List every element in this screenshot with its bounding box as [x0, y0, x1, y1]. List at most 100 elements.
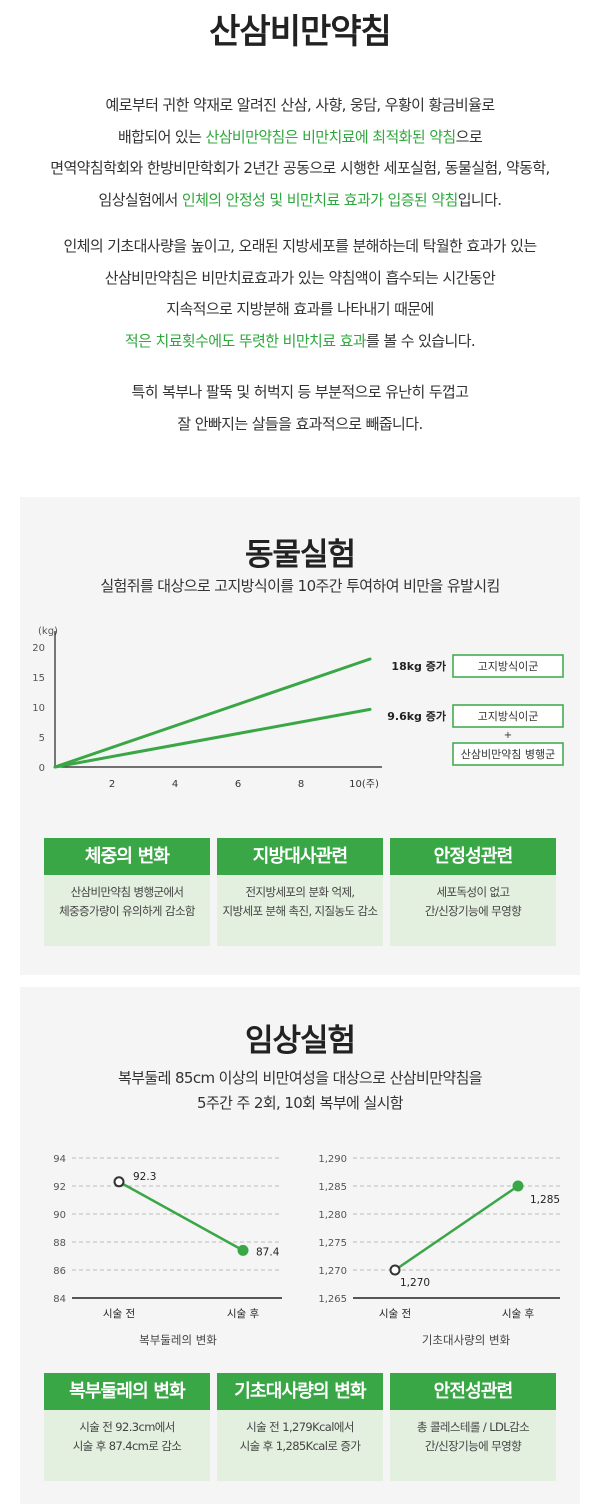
card-waist-change: 복부둘레의 변화 시술 전 92.3cm에서 시술 후 87.4cm로 감소 [44, 1373, 210, 1481]
paragraph-line: 산삼비만약침은 비만치료효과가 있는 약침액이 흡수되는 시간동안 [0, 263, 600, 295]
y-tick-label: 1,265 [318, 1294, 347, 1305]
card-title: 안정성관련 [390, 838, 556, 875]
legend-box [452, 654, 564, 678]
page-title: 산삼비만약침 [209, 12, 392, 52]
series-line [118, 1180, 244, 1252]
card-weight-change: 체중의 변화 산삼비만약침 병행군에서 체중증가량이 유의하게 감소함 [44, 838, 210, 946]
x-tick-label: 6 [235, 779, 241, 790]
data-point [237, 1244, 249, 1256]
x-tick-label: 시술 전 [379, 1308, 411, 1320]
text-line: 지방세포 분해 촉진, 지질농도 감소 [222, 904, 379, 918]
text-line: 간/신장기능에 무영향 [424, 904, 522, 918]
text-line: 5주간 주 2회, 10회 복부에 실시함 [197, 1094, 404, 1112]
y-tick-label: 1,280 [318, 1210, 347, 1221]
text-line: 간/신장기능에 무영향 [424, 1439, 522, 1453]
paragraph-line: 배합되어 있는 산삼비만약침은 비만치료에 최적화된 약침으로 [0, 122, 600, 154]
card-stability: 안정성관련 세포독성이 없고 간/신장기능에 무영향 [390, 838, 556, 946]
highlight-text: 산삼비만약침은 비만치료에 최적화된 약침 [205, 127, 457, 146]
text-line: 복부둘레 85cm 이상의 비만여성을 대상으로 산삼비만약침을 [118, 1069, 483, 1087]
text-segment: 예로부터 귀한 약재로 알려진 산삼, 사향, 웅담, 우황이 황금비율로 [105, 96, 495, 114]
x-tick-label: 8 [298, 779, 304, 790]
data-label: 1,270 [400, 1277, 430, 1289]
animal-result-cards: 체중의 변화 산삼비만약침 병행군에서 체중증가량이 유의하게 감소함 지방대사관… [44, 838, 556, 946]
y-tick-label: 0 [39, 763, 45, 774]
card-title: 체중의 변화 [44, 838, 210, 875]
y-tick-label: 5 [39, 733, 45, 744]
text-line: 시술 후 1,285Kcal로 증가 [239, 1439, 361, 1453]
x-tick-label: 시술 전 [103, 1308, 135, 1320]
text-segment: 면역약침학회와 한방비만학회가 2년간 공동으로 시행한 세포실험, 동물실험,… [50, 159, 550, 177]
y-tick-label: 10 [32, 703, 45, 714]
paragraph-line: 잘 안빠지는 살들을 효과적으로 빼줍니다. [0, 409, 600, 441]
y-axis-unit: (kg) [38, 626, 58, 637]
y-tick-label: 86 [53, 1266, 66, 1277]
x-tick-label: 시술 후 [227, 1308, 260, 1320]
data-point [512, 1180, 524, 1192]
text-segment: 특히 복부나 팔뚝 및 허벅지 등 부분적으로 유난히 두껍고 [131, 383, 470, 401]
data-point [113, 1176, 125, 1188]
card-text: 시술 전 1,279Kcal에서 시술 후 1,285Kcal로 증가 [217, 1418, 383, 1456]
y-tick-label: 92 [53, 1182, 66, 1193]
y-tick-label: 94 [53, 1154, 66, 1165]
intro-paragraph-2: 인체의 기초대사량을 높이고, 오래된 지방세포를 분해하는데 탁월한 효과가 … [0, 231, 600, 357]
chart-caption: 기초대사량의 변화 [422, 1333, 511, 1347]
clinical-experiment-title: 임상실험 [244, 1023, 356, 1059]
y-tick-label: 84 [53, 1294, 66, 1305]
text-line: 시술 전 92.3cm에서 [79, 1420, 175, 1434]
legend-box-label: 고지방식이군 [478, 660, 539, 673]
data-point [389, 1264, 401, 1276]
clinical-result-cards: 복부둘레의 변화 시술 전 92.3cm에서 시술 후 87.4cm로 감소 기초… [44, 1373, 556, 1481]
text-line: 체중증가량이 유의하게 감소함 [59, 904, 195, 918]
paragraph-line: 적은 치료횟수에도 뚜렷한 비만치료 효과를 볼 수 있습니다. [0, 326, 600, 358]
x-tick-label: 10(주) [349, 779, 379, 790]
y-tick-label: 1,270 [318, 1266, 347, 1277]
series-line [394, 1184, 519, 1272]
text-segment: 으로 [455, 127, 483, 146]
paragraph-line: 특히 복부나 팔뚝 및 허벅지 등 부분적으로 유난히 두껍고 [0, 377, 600, 409]
y-tick-label: 15 [32, 673, 45, 684]
paragraph-line: 임상실험에서 인체의 안정성 및 비만치료 효과가 입증된 약침입니다. [0, 185, 600, 217]
x-tick-label: 4 [172, 779, 178, 790]
highlight-text: 적은 치료횟수에도 뚜렷한 비만치료 효과 [124, 331, 367, 350]
paragraph-line: 예로부터 귀한 약재로 알려진 산삼, 사향, 웅담, 우황이 황금비율로 [0, 90, 600, 122]
card-text: 세포독성이 없고 간/신장기능에 무영향 [390, 883, 556, 921]
series-line-2 [53, 707, 372, 769]
y-tick-label: 1,285 [318, 1182, 347, 1193]
legend-box [452, 704, 564, 728]
legend-box-label: 고지방식이군 [478, 710, 539, 723]
text-segment: 임상실험에서 [98, 190, 182, 209]
x-tick-label: 2 [109, 779, 115, 790]
animal-experiment-section: 동물실험 실험쥐를 대상으로 고지방식이를 10주간 투여하여 비만을 유발시킴… [20, 497, 580, 975]
paragraph-line: 인체의 기초대사량을 높이고, 오래된 지방세포를 분해하는데 탁월한 효과가 … [0, 231, 600, 263]
legend-value-label: 18kg 증가 [391, 659, 446, 673]
y-tick-label: 88 [53, 1238, 66, 1249]
card-title: 지방대사관련 [217, 838, 383, 875]
highlight-text: 인체의 안정성 및 비만치료 효과가 입증된 약침 [181, 190, 458, 209]
legend-box [452, 742, 564, 766]
text-segment: 입니다. [457, 190, 502, 209]
text-line: 총 콜레스테롤 / LDL감소 [416, 1420, 530, 1434]
basal-metabolism-chart: 1,265 1,270 1,275 1,280 1,285 1,290 시술 전 시술 후 1,… [318, 1154, 560, 1347]
clinical-experiment-subtitle: 복부둘레 85cm 이상의 비만여성을 대상으로 산삼비만약침을 5주간 주 2회… [20, 1066, 580, 1116]
legend-value-label: 9.6kg 증가 [387, 709, 446, 723]
text-line: 전지방세포의 분화 억제, [245, 885, 356, 899]
data-label: 92.3 [133, 1171, 156, 1183]
legend-joiner: + [504, 730, 512, 741]
text-segment: 지속적으로 지방분해 효과를 나타내기 때문에 [166, 300, 434, 318]
chart-caption: 복부둘레의 변화 [139, 1333, 217, 1347]
paragraph-line: 지속적으로 지방분해 효과를 나타내기 때문에 [0, 294, 600, 326]
text-segment: 를 볼 수 있습니다. [366, 331, 476, 350]
text-segment: 인체의 기초대사량을 높이고, 오래된 지방세포를 분해하는데 탁월한 효과가 … [63, 237, 537, 255]
card-text: 산삼비만약침 병행군에서 체중증가량이 유의하게 감소함 [44, 883, 210, 921]
data-label: 1,285 [530, 1194, 560, 1206]
y-tick-label: 1,290 [318, 1154, 347, 1165]
x-tick-label: 시술 후 [502, 1308, 535, 1320]
card-title: 기초대사량의 변화 [217, 1373, 383, 1410]
card-title: 안전성관련 [390, 1373, 556, 1410]
card-bmr-change: 기초대사량의 변화 시술 전 1,279Kcal에서 시술 후 1,285Kcal… [217, 1373, 383, 1481]
waist-circumference-chart: 84 86 88 90 92 94 시술 전 시술 후 92.3 87.4 복부둘레의 변화 [53, 1154, 282, 1347]
